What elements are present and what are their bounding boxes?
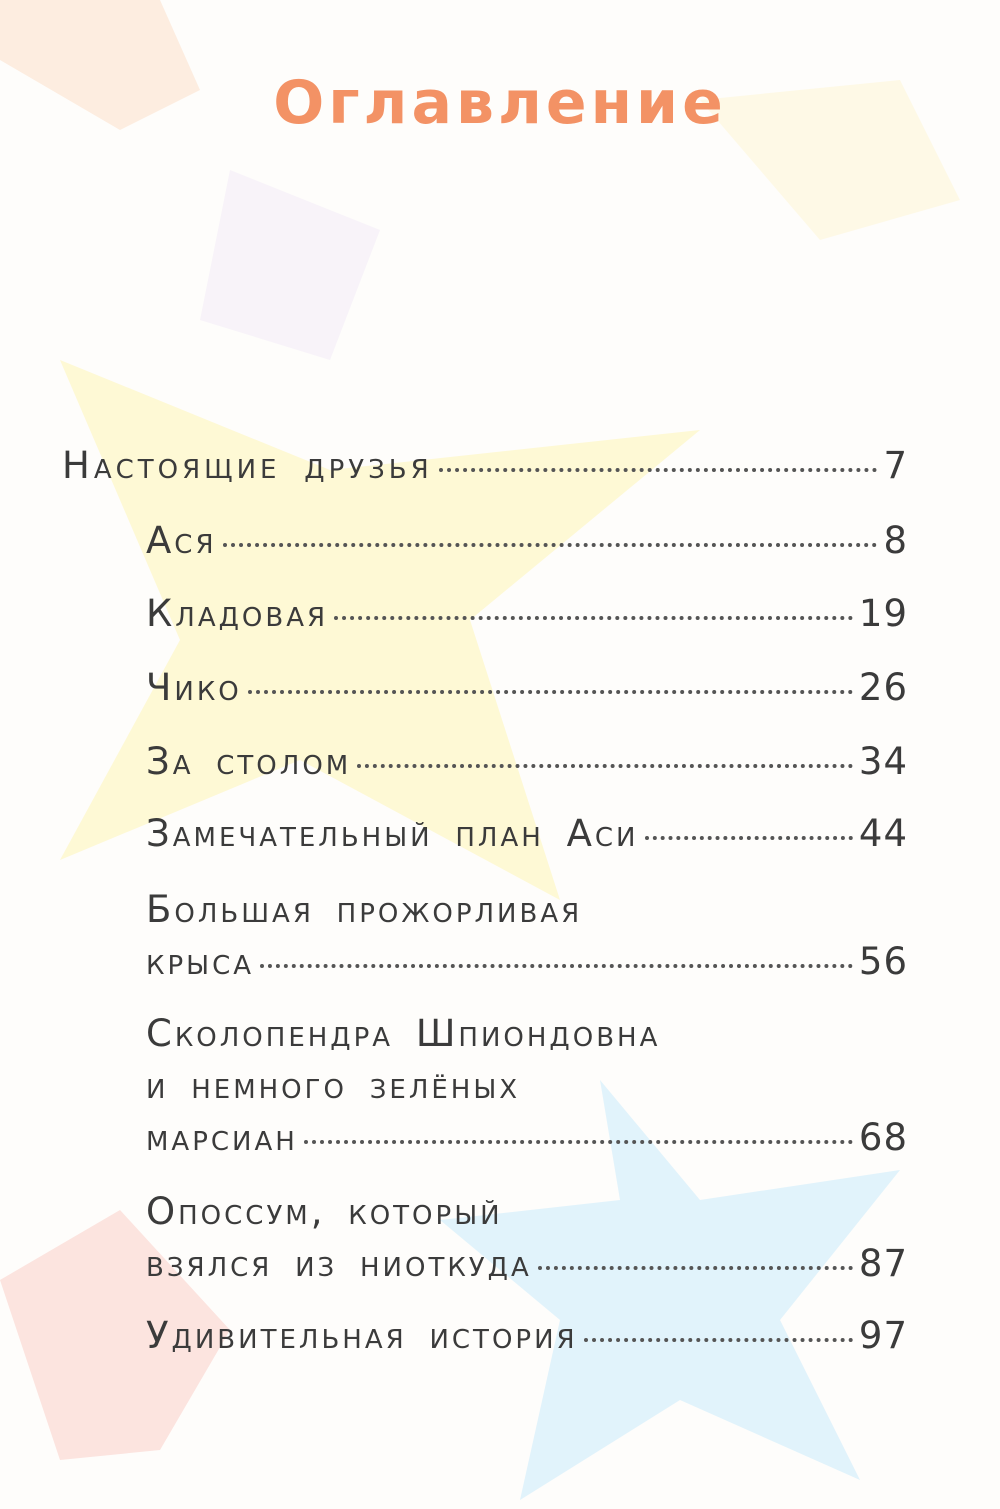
toc-entry[interactable]: За столом 34	[146, 736, 908, 788]
star-decoration	[440, 1080, 900, 1500]
dot-leader	[303, 1140, 853, 1144]
toc-entry[interactable]: Удивительная история 97	[146, 1310, 908, 1362]
toc-entry-line: Сколопендра Шпиондовна	[146, 1008, 908, 1060]
toc-entry-title: Чико	[146, 666, 242, 709]
toc-entry[interactable]: Замечательный план Аси 44	[146, 808, 908, 860]
dot-leader	[537, 1266, 853, 1270]
toc-entry-title: Ася	[146, 519, 217, 562]
page-number: 34	[858, 740, 908, 783]
toc-entry-line: и немного зелёных	[146, 1060, 908, 1112]
dot-leader	[222, 543, 878, 547]
toc-entry-title: Сколопендра Шпиондовна	[146, 1012, 661, 1055]
page-number: 68	[858, 1116, 908, 1159]
page-number: 87	[858, 1242, 908, 1285]
toc-entry[interactable]: Ася 8	[146, 515, 908, 567]
toc-entry-line: Настоящие друзья 7	[62, 440, 908, 492]
toc-entry-line: Замечательный план Аси 44	[146, 808, 908, 860]
toc-entry-line: марсиан 68	[146, 1112, 908, 1164]
toc-entry-title: Удивительная история	[146, 1314, 578, 1357]
dot-leader	[583, 1338, 853, 1342]
toc-entry-line: Кладовая 19	[146, 588, 908, 640]
toc-entry[interactable]: Чико 26	[146, 662, 908, 714]
page-number: 97	[858, 1314, 908, 1357]
toc-entry-title: и немного зелёных	[146, 1064, 521, 1107]
star-decoration	[0, 0, 200, 130]
toc-entry[interactable]: Настоящие друзья 7	[62, 440, 908, 492]
toc-entry[interactable]: Сколопендра Шпиондовна и немного зелёных м…	[146, 1008, 908, 1164]
page-number: 19	[858, 592, 908, 635]
toc-entry-title: Замечательный план Аси	[146, 812, 639, 855]
page-number: 7	[883, 444, 908, 487]
dot-leader	[644, 836, 853, 840]
star-decoration	[0, 1210, 230, 1460]
star-decoration	[60, 360, 700, 900]
toc-entry-line: За столом 34	[146, 736, 908, 788]
toc-entry-title: марсиан	[146, 1116, 298, 1159]
page-number: 56	[858, 940, 908, 983]
toc-entry[interactable]: Большая прожорливая крыса 56	[146, 884, 908, 988]
toc-entry-title: Настоящие друзья	[62, 444, 433, 487]
dot-leader	[357, 764, 853, 768]
page-title: Оглавление	[273, 68, 727, 138]
toc-entry[interactable]: Опоссум, который взялся из ниоткуда 87	[146, 1186, 908, 1290]
dot-leader	[438, 468, 878, 472]
toc-entry-title: Опоссум, который	[146, 1190, 503, 1233]
toc-entry-line: Ася 8	[146, 515, 908, 567]
page-number: 8	[883, 519, 908, 562]
toc-entry-line: крыса 56	[146, 936, 908, 988]
page-number: 44	[858, 812, 908, 855]
toc-entry-title: Большая прожорливая	[146, 888, 583, 931]
toc-entry-line: Чико 26	[146, 662, 908, 714]
dot-leader	[260, 964, 853, 968]
star-decoration	[700, 80, 960, 240]
dot-leader	[334, 616, 853, 620]
toc-entry-title: За столом	[146, 740, 352, 783]
dot-leader	[247, 690, 853, 694]
star-decoration	[200, 170, 380, 360]
toc-entry[interactable]: Кладовая 19	[146, 588, 908, 640]
toc-entry-line: Опоссум, который	[146, 1186, 908, 1238]
toc-entry-title: Кладовая	[146, 592, 329, 635]
toc-entry-line: Удивительная история 97	[146, 1310, 908, 1362]
toc-entry-line: Большая прожорливая	[146, 884, 908, 936]
toc-entry-line: взялся из ниоткуда 87	[146, 1238, 908, 1290]
toc-entry-title: взялся из ниоткуда	[146, 1242, 532, 1285]
toc-entry-title: крыса	[146, 940, 255, 983]
page-number: 26	[858, 666, 908, 709]
